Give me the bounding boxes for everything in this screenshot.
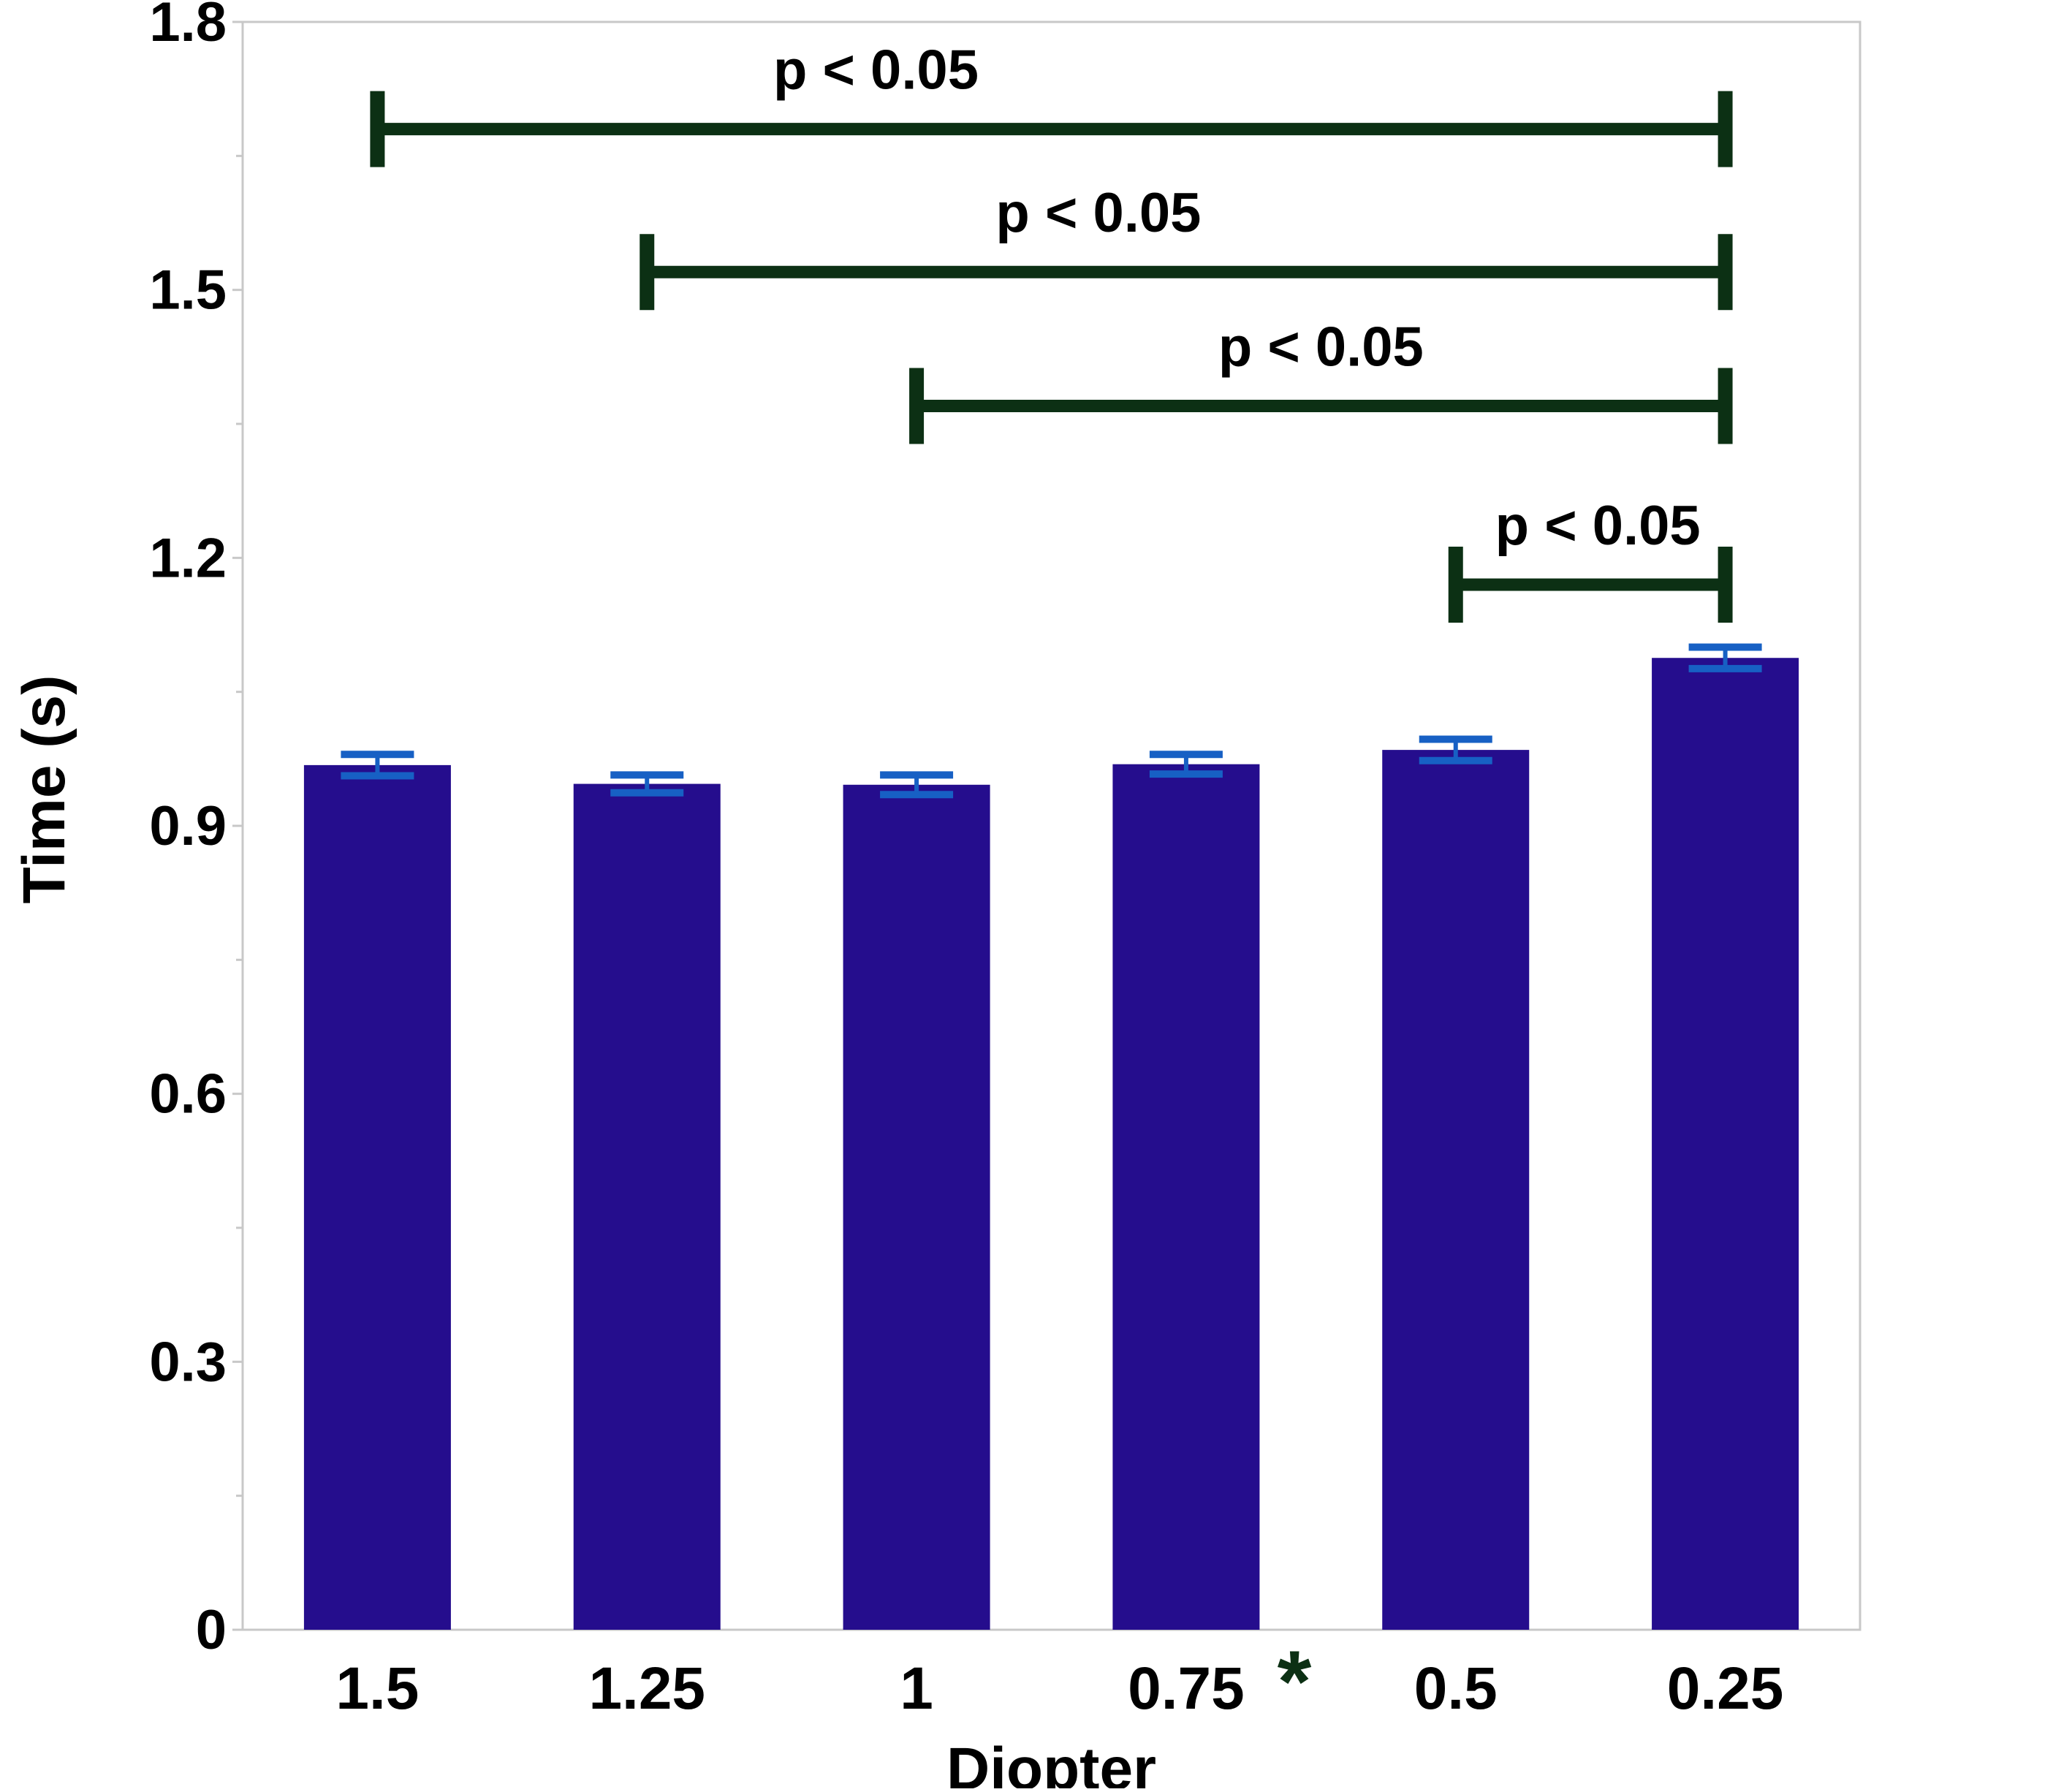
x-tick-label: 1 [900, 1655, 933, 1722]
bar-1.25 [573, 783, 721, 1630]
x-tick-label: 1.25 [588, 1655, 705, 1722]
significance-bracket: p < 0.05 [640, 182, 1733, 311]
x-tick-label: 0.75 [1128, 1655, 1245, 1722]
y-tick-label: 1.2 [149, 527, 227, 589]
y-axis-ticks: 0 0.3 0.6 0.9 1.2 1.5 1.8 [149, 0, 243, 1661]
x-tick-label: 0.25 [1667, 1655, 1784, 1722]
y-axis-label: Time (s) [11, 675, 77, 904]
y-tick-label: 1.5 [149, 259, 227, 322]
significance-bracket: p < 0.05 [370, 39, 1733, 167]
y-tick-label: 0 [196, 1599, 227, 1661]
significance-brackets: p < 0.05 p < 0.05 p < 0.05 p < 0.05 [370, 39, 1733, 623]
y-tick-label: 0.3 [149, 1331, 227, 1393]
significance-bracket: p < 0.05 [1448, 495, 1733, 623]
bar-1 [843, 784, 990, 1630]
bar-0.5 [1382, 750, 1530, 1630]
significance-marker: * [1278, 1633, 1312, 1731]
error-bars [341, 643, 1762, 799]
y-tick-label: 1.8 [149, 0, 227, 53]
bar-0.75 [1112, 764, 1260, 1630]
y-tick-label: 0.6 [149, 1063, 227, 1125]
y-minor-ticks [236, 154, 243, 1497]
x-axis-label: Diopter [946, 1736, 1156, 1788]
significance-label: p < 0.05 [773, 39, 979, 102]
significance-bracket: p < 0.05 [909, 316, 1733, 444]
significance-label: p < 0.05 [1495, 495, 1701, 557]
bar-1.5 [303, 764, 451, 1630]
x-axis-ticks: 1.5 1.25 1 0.75 * 0.5 0.25 [335, 1633, 1783, 1731]
significance-label: p < 0.05 [1218, 316, 1424, 379]
plot-frame [241, 20, 1862, 1631]
significance-label: p < 0.05 [995, 182, 1201, 244]
bar-0.25 [1652, 658, 1799, 1630]
y-tick-label: 0.9 [149, 795, 227, 857]
x-tick-label: 0.5 [1414, 1655, 1498, 1722]
bars [303, 658, 1799, 1630]
x-tick-label: 1.5 [335, 1655, 419, 1722]
